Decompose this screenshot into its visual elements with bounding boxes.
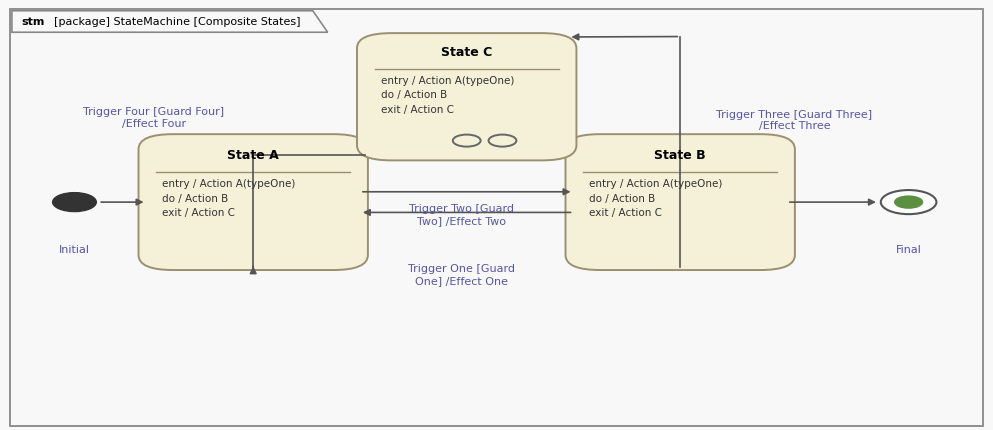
- Text: Initial: Initial: [59, 245, 90, 255]
- Text: State B: State B: [654, 148, 706, 162]
- Text: State A: State A: [227, 148, 279, 162]
- FancyBboxPatch shape: [139, 134, 367, 270]
- Text: Trigger Three [Guard Three]
/Effect Three: Trigger Three [Guard Three] /Effect Thre…: [716, 110, 873, 131]
- Polygon shape: [12, 11, 328, 32]
- Text: entry / Action A(typeOne)
do / Action B
exit / Action C: entry / Action A(typeOne) do / Action B …: [590, 179, 723, 218]
- FancyBboxPatch shape: [566, 134, 794, 270]
- Circle shape: [881, 190, 936, 214]
- Text: entry / Action A(typeOne)
do / Action B
exit / Action C: entry / Action A(typeOne) do / Action B …: [163, 179, 296, 218]
- Text: State C: State C: [441, 46, 493, 59]
- Text: entry / Action A(typeOne)
do / Action B
exit / Action C: entry / Action A(typeOne) do / Action B …: [381, 76, 514, 115]
- Circle shape: [895, 196, 922, 208]
- Text: Trigger Two [Guard
Two] /Effect Two: Trigger Two [Guard Two] /Effect Two: [409, 204, 514, 226]
- Text: Final: Final: [896, 245, 922, 255]
- FancyBboxPatch shape: [357, 33, 576, 160]
- Text: [package] StateMachine [Composite States]: [package] StateMachine [Composite States…: [54, 17, 300, 28]
- Text: stm: stm: [22, 17, 46, 28]
- FancyBboxPatch shape: [10, 9, 983, 426]
- Text: Trigger Four [Guard Four]
/Effect Four: Trigger Four [Guard Four] /Effect Four: [83, 108, 224, 129]
- Circle shape: [53, 193, 96, 212]
- Text: Trigger One [Guard
One] /Effect One: Trigger One [Guard One] /Effect One: [408, 264, 515, 286]
